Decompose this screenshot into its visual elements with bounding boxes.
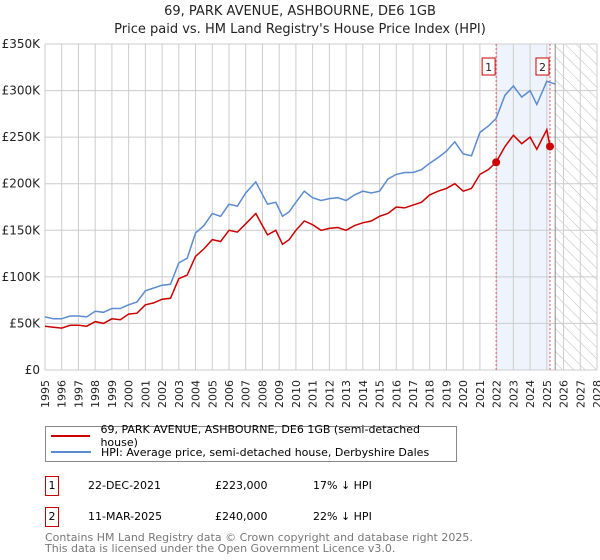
legend-item-property: 69, PARK AVENUE, ASHBOURNE, DE6 1GB (sem…: [51, 423, 456, 449]
x-tick-label: 2004: [190, 380, 203, 408]
sale-label: 1: [485, 61, 492, 74]
x-tick-label: 2026: [558, 380, 571, 408]
sale-badge: 1: [45, 476, 59, 496]
sale-label-box: [481, 57, 496, 76]
x-tick-label: 2018: [424, 380, 437, 408]
x-tick-label: 2011: [307, 380, 320, 408]
footer-copyright: Contains HM Land Registry data © Crown c…: [45, 531, 473, 544]
y-tick-label: £200K: [2, 177, 42, 191]
x-tick-label: 2022: [491, 380, 504, 408]
sale-point: [545, 142, 554, 151]
sale-badge: 2: [45, 507, 59, 527]
sale-date: 22-DEC-2021: [88, 479, 162, 492]
y-tick-label: £300K: [2, 84, 42, 98]
x-tick-label: 2019: [440, 380, 453, 408]
x-tick-label: 1998: [89, 380, 102, 408]
x-tick-label: 2003: [173, 380, 186, 408]
x-tick-label: 2006: [223, 380, 236, 408]
x-tick-label: 2016: [390, 380, 403, 408]
sale-label: 2: [539, 61, 546, 74]
y-tick-label: £50K: [9, 316, 41, 330]
x-tick-label: 2009: [273, 380, 286, 408]
x-tick-label: 2024: [524, 380, 537, 408]
y-tick-label: £0: [25, 363, 40, 377]
sale-price: £223,000: [215, 479, 268, 492]
x-tick-label: 2028: [591, 380, 600, 408]
x-tick-label: 2007: [240, 380, 253, 408]
sale-delta: 17% ↓ HPI: [313, 479, 372, 492]
x-tick-label: 2013: [340, 380, 353, 408]
sale-delta: 22% ↓ HPI: [313, 510, 372, 523]
x-tick-label: 2010: [290, 380, 303, 408]
x-tick-label: 1997: [72, 380, 85, 408]
x-tick-label: 2020: [457, 380, 470, 408]
y-tick-label: £350K: [2, 37, 42, 51]
legend-blue-line: [51, 451, 91, 453]
forecast-hatch: [555, 44, 597, 370]
legend-red-line: [51, 435, 91, 437]
x-tick-label: 1996: [56, 380, 69, 408]
legend: 69, PARK AVENUE, ASHBOURNE, DE6 1GB (sem…: [45, 423, 457, 462]
x-tick-label: 2021: [474, 380, 487, 408]
x-tick-label: 2017: [407, 380, 420, 408]
hpi-line: [44, 80, 556, 320]
y-tick-label: £150K: [2, 223, 42, 237]
x-tick-label: 2001: [139, 380, 152, 408]
sale-price: £240,000: [215, 510, 268, 523]
legend-label-hpi: HPI: Average price, semi-detached house,…: [101, 445, 430, 459]
footer-licence: This data is licensed under the Open Gov…: [45, 542, 396, 555]
sale-point: [492, 158, 501, 167]
x-tick-label: 2023: [507, 380, 520, 408]
price-chart: 1995 1996 1997 1998 1999 2000 2001 2002 2003 2004…: [2, 37, 600, 408]
sale-date: 11-MAR-2025: [88, 510, 163, 523]
highlight-period: [496, 44, 550, 370]
x-tick-label: 2012: [323, 380, 336, 408]
legend-item-hpi: HPI: Average price, semi-detached house,…: [51, 444, 429, 460]
sale-row: 1 22-DEC-2021 £223,000 17% ↓ HPI: [45, 476, 545, 496]
x-tick-label: 2025: [541, 380, 554, 408]
x-tick-label: 2008: [256, 380, 269, 408]
y-tick-label: £250K: [2, 130, 42, 144]
chart-subtitle: Price paid vs. HM Land Registry's House …: [114, 22, 486, 37]
x-tick-label: 2002: [156, 380, 169, 408]
x-tick-label: 2005: [206, 380, 219, 408]
x-tick-label: 2015: [374, 380, 387, 408]
sale-row: 2 11-MAR-2025 £240,000 22% ↓ HPI: [45, 507, 545, 527]
legend-label-property: 69, PARK AVENUE, ASHBOURNE, DE6 1GB (sem…: [100, 423, 421, 449]
x-tick-label: 1995: [39, 380, 52, 408]
property-price-line: [44, 127, 551, 329]
y-tick-label: £100K: [2, 270, 42, 284]
sale-label-box: [535, 57, 550, 76]
x-tick-label: 1999: [106, 380, 119, 408]
x-tick-label: 2000: [123, 380, 136, 408]
x-tick-label: 2027: [574, 380, 587, 408]
chart-title: 69, PARK AVENUE, ASHBOURNE, DE6 1GB: [164, 4, 436, 19]
x-tick-label: 2014: [357, 380, 370, 408]
